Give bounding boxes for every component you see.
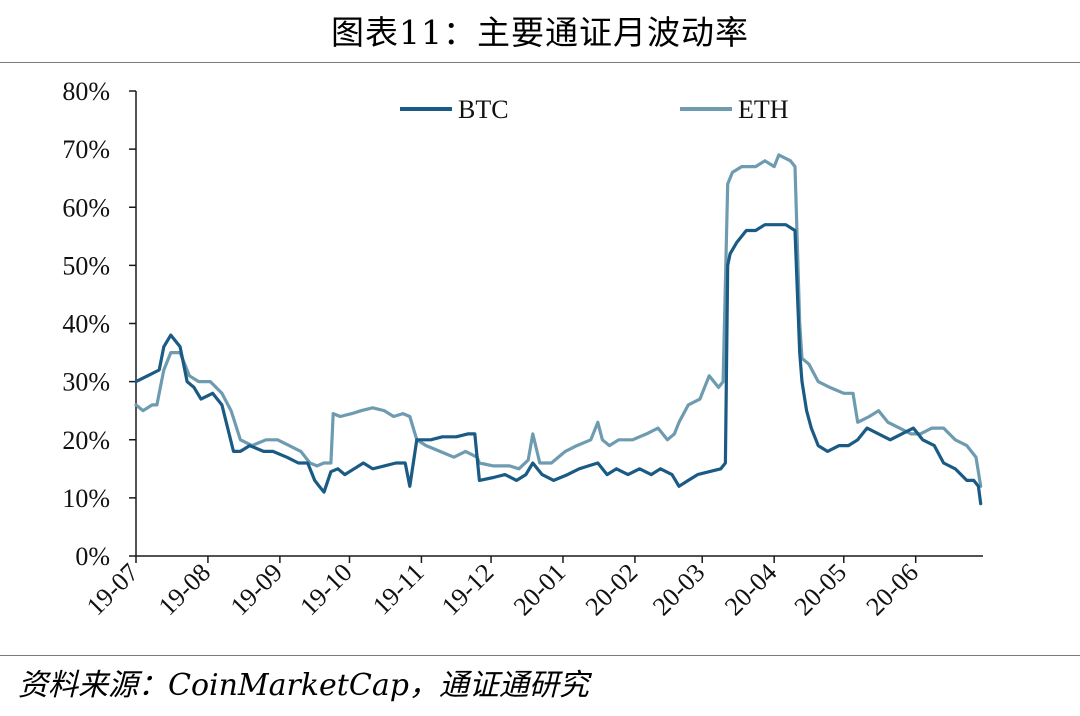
legend-label-btc: BTC <box>458 95 509 124</box>
figure-title: 图表11：主要通证月波动率 <box>331 13 749 52</box>
x-tick-label: 20-02 <box>580 558 643 621</box>
x-tick-label: 20-04 <box>719 558 782 621</box>
y-tick-label: 0% <box>75 542 110 571</box>
source-divider <box>0 655 1080 656</box>
x-axis: 19-07 19-08 19-09 19-10 19-11 19-12 20-01 20-02… <box>81 555 983 621</box>
legend-label-eth: ETH <box>738 95 789 124</box>
legend: BTC ETH <box>400 95 789 124</box>
x-tick-label: 19-08 <box>153 558 216 621</box>
y-tick-label: 70% <box>62 135 110 164</box>
series-line-btc <box>134 223 983 506</box>
series-lines <box>134 153 983 506</box>
y-tick-label: 20% <box>62 426 110 455</box>
y-tick-label: 30% <box>62 368 110 397</box>
source-note: 资料来源：CoinMarketCap，通证通研究 <box>18 668 589 703</box>
x-tick-label: 19-10 <box>294 558 357 621</box>
x-tick-label: 20-05 <box>789 558 852 621</box>
y-tick-label: 60% <box>62 193 110 222</box>
y-tick-label: 40% <box>62 310 110 339</box>
x-tick-label: 19-09 <box>225 558 288 621</box>
series-line-eth <box>134 153 983 488</box>
x-tick-label: 20-03 <box>647 558 710 621</box>
x-tick-label: 20-06 <box>861 558 924 621</box>
x-tick-label: 19-11 <box>367 558 430 621</box>
y-tick-label: 50% <box>62 251 110 280</box>
x-tick-label: 19-12 <box>436 558 499 621</box>
y-tick-label: 10% <box>62 484 110 513</box>
y-tick-label: 80% <box>62 77 110 106</box>
x-tick-label: 20-01 <box>508 558 571 621</box>
title-divider <box>0 62 1080 63</box>
y-axis: 0% 10% 20% 30% 40% 50% 60% 70% 80% <box>62 77 137 571</box>
